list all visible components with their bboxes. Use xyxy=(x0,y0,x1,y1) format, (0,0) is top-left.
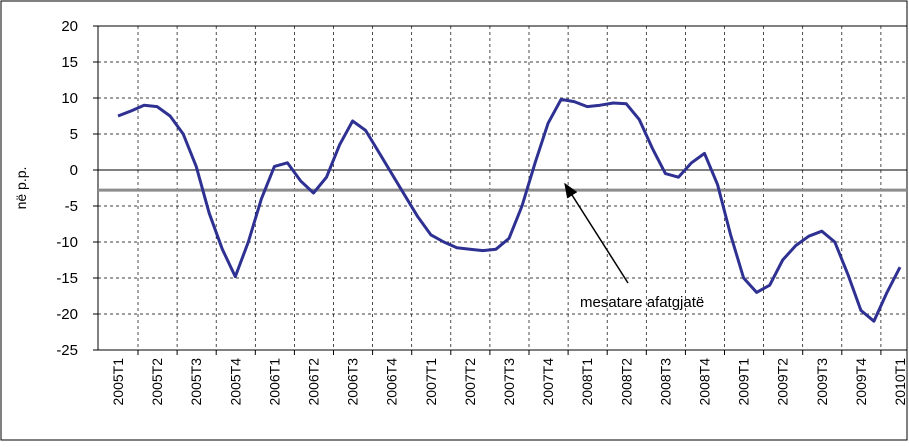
x-tick-label: 2008T1 xyxy=(579,358,595,406)
x-tick-label: 2005T4 xyxy=(227,358,243,406)
x-tick-label: 2005T1 xyxy=(110,358,126,406)
x-tick-label: 2009T1 xyxy=(736,358,752,406)
annotation-arrow xyxy=(564,182,629,284)
x-tick-label: 2009T4 xyxy=(853,358,869,406)
y-tick-label: -15 xyxy=(56,270,78,287)
x-tick-label: 2007T1 xyxy=(423,358,439,406)
x-tick-label: 2009T3 xyxy=(814,358,830,406)
plot-area xyxy=(97,25,908,351)
y-axis-label: në p.p. xyxy=(13,167,29,210)
x-tick-label: 2010T1 xyxy=(892,358,908,406)
x-tick-label: 2006T2 xyxy=(306,358,322,406)
x-tick-label: 2008T4 xyxy=(697,358,713,406)
annotation: mesatare afatgjatë xyxy=(580,294,704,311)
x-tick-label: 2007T3 xyxy=(501,358,517,406)
y-tick-label: -10 xyxy=(56,234,78,251)
y-tick-label: 10 xyxy=(61,90,78,107)
x-tick-label: 2009T2 xyxy=(775,358,791,406)
y-tick-label: 15 xyxy=(61,54,78,71)
x-tick-label: 2006T3 xyxy=(345,358,361,406)
y-tick-label: -25 xyxy=(56,342,78,359)
y-tick-label: -20 xyxy=(56,306,78,323)
x-tick-label: 2007T2 xyxy=(462,358,478,406)
y-tick-label: 5 xyxy=(70,126,78,143)
x-tick-label: 2006T4 xyxy=(384,358,400,406)
x-tick-label: 2006T1 xyxy=(266,358,282,406)
x-tick-label: 2007T4 xyxy=(540,358,556,406)
line-series xyxy=(117,97,902,323)
x-tick-label: 2008T2 xyxy=(618,358,634,406)
y-tick-label: -5 xyxy=(65,198,78,215)
x-tick-label: 2005T3 xyxy=(188,358,204,406)
y-tick-label: 20 xyxy=(61,18,78,35)
x-tick-label: 2005T2 xyxy=(149,358,165,406)
y-tick-label: 0 xyxy=(70,162,78,179)
x-tick-label: 2008T3 xyxy=(657,358,673,406)
